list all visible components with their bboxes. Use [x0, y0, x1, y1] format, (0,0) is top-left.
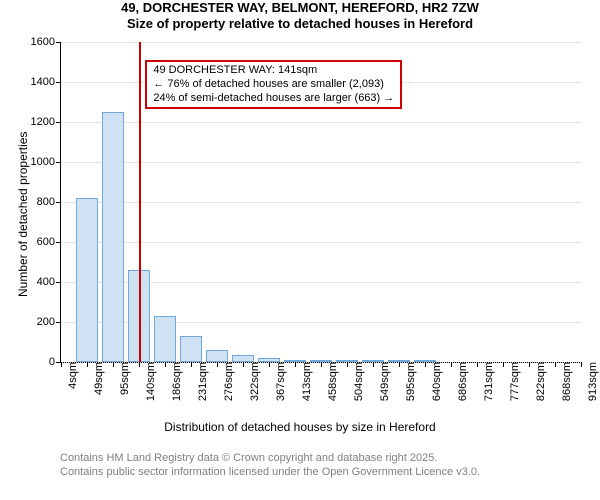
xtick-mark: [61, 362, 62, 367]
xtick-label: 231sqm: [195, 362, 209, 401]
xtick-label: 367sqm: [273, 362, 287, 401]
callout-line: 24% of semi-detached houses are larger (…: [153, 92, 394, 106]
xtick-label: 777sqm: [507, 362, 521, 401]
bar: [102, 112, 124, 362]
xtick-mark: [113, 362, 114, 367]
xtick-label: 458sqm: [325, 362, 339, 401]
xtick-label: 913sqm: [585, 362, 599, 401]
xtick-label: 640sqm: [429, 362, 443, 401]
ytick-label: 1400: [31, 76, 61, 88]
attribution-line1: Contains HM Land Registry data © Crown c…: [60, 452, 480, 466]
reference-line: [139, 42, 141, 362]
chart-title: 49, DORCHESTER WAY, BELMONT, HEREFORD, H…: [0, 0, 600, 31]
bar: [206, 350, 228, 362]
bar: [232, 355, 254, 362]
xtick-mark: [217, 362, 218, 367]
title-line2: Size of property relative to detached ho…: [0, 16, 600, 32]
ytick-label: 0: [49, 356, 61, 368]
x-axis-label: Distribution of detached houses by size …: [0, 420, 600, 434]
callout-line: ← 76% of detached houses are smaller (2,…: [153, 78, 394, 92]
xtick-mark: [295, 362, 296, 367]
xtick-label: 595sqm: [403, 362, 417, 401]
xtick-mark: [191, 362, 192, 367]
attribution-line2: Contains public sector information licen…: [60, 466, 480, 480]
ytick-label: 1600: [31, 36, 61, 48]
xtick-mark: [555, 362, 556, 367]
xtick-mark: [477, 362, 478, 367]
callout-line: 49 DORCHESTER WAY: 141sqm: [153, 64, 394, 78]
xtick-label: 731sqm: [481, 362, 495, 401]
xtick-mark: [165, 362, 166, 367]
xtick-mark: [269, 362, 270, 367]
y-axis-label: Number of detached properties: [16, 132, 30, 297]
xtick-mark: [399, 362, 400, 367]
xtick-mark: [139, 362, 140, 367]
chart-root: 49, DORCHESTER WAY, BELMONT, HEREFORD, H…: [0, 0, 600, 500]
xtick-label: 95sqm: [117, 362, 131, 395]
xtick-mark: [529, 362, 530, 367]
title-line1: 49, DORCHESTER WAY, BELMONT, HEREFORD, H…: [0, 0, 600, 16]
ytick-label: 400: [37, 276, 61, 288]
callout-box: 49 DORCHESTER WAY: 141sqm← 76% of detach…: [145, 60, 402, 109]
xtick-label: 4sqm: [65, 362, 79, 389]
bar: [76, 198, 98, 362]
xtick-label: 504sqm: [351, 362, 365, 401]
xtick-label: 49sqm: [91, 362, 105, 395]
plot-area: 020040060080010001200140016004sqm49sqm95…: [60, 42, 581, 363]
xtick-mark: [503, 362, 504, 367]
xtick-mark: [347, 362, 348, 367]
xtick-label: 276sqm: [221, 362, 235, 401]
ytick-label: 1000: [31, 156, 61, 168]
xtick-mark: [451, 362, 452, 367]
xtick-label: 686sqm: [455, 362, 469, 401]
xtick-label: 140sqm: [143, 362, 157, 401]
xtick-mark: [581, 362, 582, 367]
bar: [154, 316, 176, 362]
xtick-label: 549sqm: [377, 362, 391, 401]
ytick-label: 1200: [31, 116, 61, 128]
xtick-mark: [373, 362, 374, 367]
xtick-label: 822sqm: [533, 362, 547, 401]
xtick-label: 322sqm: [247, 362, 261, 401]
attribution: Contains HM Land Registry data © Crown c…: [60, 452, 480, 480]
bar: [180, 336, 202, 362]
xtick-mark: [321, 362, 322, 367]
xtick-label: 186sqm: [169, 362, 183, 401]
xtick-mark: [87, 362, 88, 367]
xtick-label: 868sqm: [559, 362, 573, 401]
ytick-label: 800: [37, 196, 61, 208]
xtick-label: 413sqm: [299, 362, 313, 401]
ytick-label: 600: [37, 236, 61, 248]
xtick-mark: [425, 362, 426, 367]
ytick-label: 200: [37, 316, 61, 328]
xtick-mark: [243, 362, 244, 367]
